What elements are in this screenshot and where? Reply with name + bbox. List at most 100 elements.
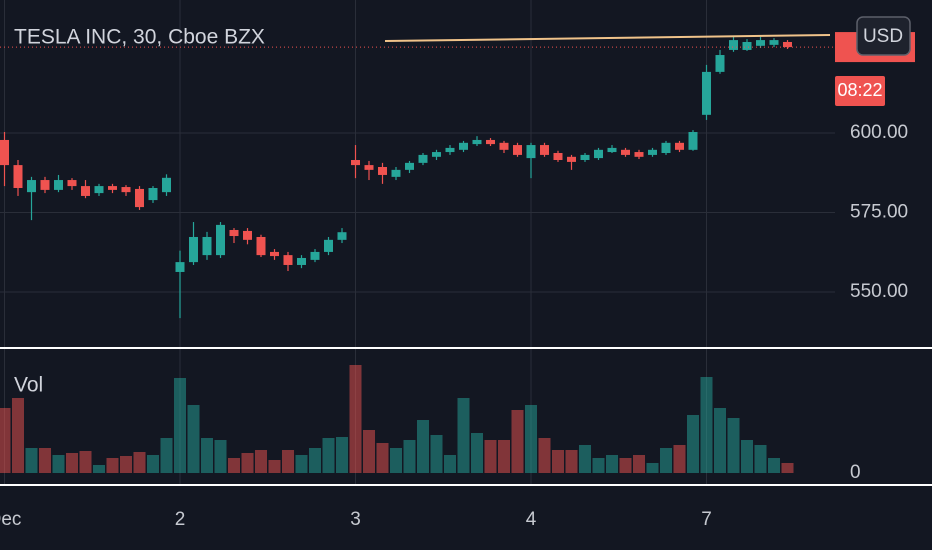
currency-label[interactable]: USD (863, 26, 903, 47)
volume-bar (255, 450, 267, 473)
volume-bar (768, 458, 780, 473)
volume-bar (322, 438, 335, 473)
volume-bar (282, 450, 294, 473)
volume-bar (538, 438, 551, 473)
volume-bar (174, 378, 186, 473)
x-tick-label: 3 (350, 509, 361, 530)
volume-bar (498, 440, 510, 473)
volume-bar (660, 448, 672, 473)
candles (0, 36, 792, 319)
volume-tick-label: 0 (850, 462, 861, 483)
volume-bar (511, 410, 524, 473)
candle-body (688, 132, 698, 150)
x-tick-label: 7 (701, 509, 712, 530)
volume-label: Vol (14, 374, 43, 397)
candle-body (513, 145, 522, 155)
candle-body (310, 251, 320, 260)
candle-body (486, 139, 495, 145)
volume-bar (120, 456, 132, 473)
candle-body (472, 139, 482, 145)
candle-body (594, 149, 603, 159)
candle-body (702, 71, 711, 115)
volume-bar (214, 440, 227, 473)
candle-body (607, 147, 617, 153)
volume-bar (93, 465, 105, 473)
volume-bar (700, 377, 713, 473)
candle-body (742, 41, 752, 50)
volume-bar (525, 405, 537, 473)
candle-body (189, 236, 198, 263)
candle-body (27, 180, 36, 193)
candle-body (337, 232, 347, 240)
volume-bar (25, 448, 38, 473)
volume-bar (403, 440, 416, 473)
candle-body (553, 153, 563, 161)
volume-bar (241, 453, 254, 473)
candle-body (499, 142, 509, 150)
volume-bar (484, 440, 497, 473)
candle-body (67, 180, 77, 187)
chart-title: TESLA INC, 30, Cboe BZX (14, 26, 265, 49)
candle-body (661, 142, 671, 154)
volume-bar (606, 455, 618, 473)
volume-bar (66, 453, 78, 473)
candle-body (756, 40, 765, 46)
candle-body (351, 160, 360, 166)
candle-body (216, 224, 225, 256)
candle-body (445, 147, 455, 153)
candle-body (270, 251, 279, 257)
volume-bar (52, 455, 65, 473)
x-tick-label: 4 (526, 509, 537, 530)
candle-body (580, 154, 590, 161)
volume-bar (417, 420, 429, 473)
candle-body (229, 229, 239, 237)
candle-body (0, 139, 9, 166)
volume-bar (228, 458, 240, 473)
countdown: 08:22 (837, 80, 882, 100)
volume-bar (79, 451, 92, 473)
volume-bar (295, 455, 308, 473)
volume-bar (336, 437, 348, 473)
candle-body (135, 188, 144, 208)
trend-line (384, 34, 831, 42)
volume-bar (133, 452, 146, 473)
candle-body (13, 165, 23, 188)
volume-bar (187, 405, 200, 473)
volume-bar (592, 458, 605, 473)
volume-bar (714, 408, 726, 473)
volume-bar (444, 455, 456, 473)
volume-bar (552, 450, 564, 473)
candle-body (54, 180, 63, 190)
candle-body (121, 187, 131, 193)
x-tick-label: Dec (0, 509, 21, 530)
volume-bar (781, 463, 794, 473)
candle-body (297, 257, 306, 265)
candle-body (405, 162, 414, 170)
candle-body (256, 236, 266, 256)
candle-body (94, 186, 104, 194)
candle-body (634, 152, 644, 157)
candle-body (283, 255, 293, 265)
candle-body (729, 40, 738, 50)
volume-bar (160, 438, 173, 473)
volume-bar (268, 460, 281, 473)
volume-bar (376, 443, 389, 473)
x-tick-label: 2 (175, 509, 186, 530)
volume-bar (579, 445, 591, 473)
candle-body (540, 145, 549, 155)
candle-body (675, 142, 684, 150)
volume-bar (646, 463, 659, 473)
volume-bar (390, 448, 402, 473)
volume-bar (363, 430, 375, 473)
candle-body (364, 165, 374, 170)
candle-body (378, 167, 387, 175)
volume-bar (106, 458, 119, 473)
currency-button[interactable]: USD (856, 16, 911, 56)
y-tick-label: 575.00 (850, 202, 908, 223)
candle-body (459, 142, 468, 150)
candle-body (108, 186, 117, 190)
currency-button-bg[interactable] (856, 16, 911, 56)
candle-body (432, 152, 441, 157)
candle-body (202, 236, 212, 256)
